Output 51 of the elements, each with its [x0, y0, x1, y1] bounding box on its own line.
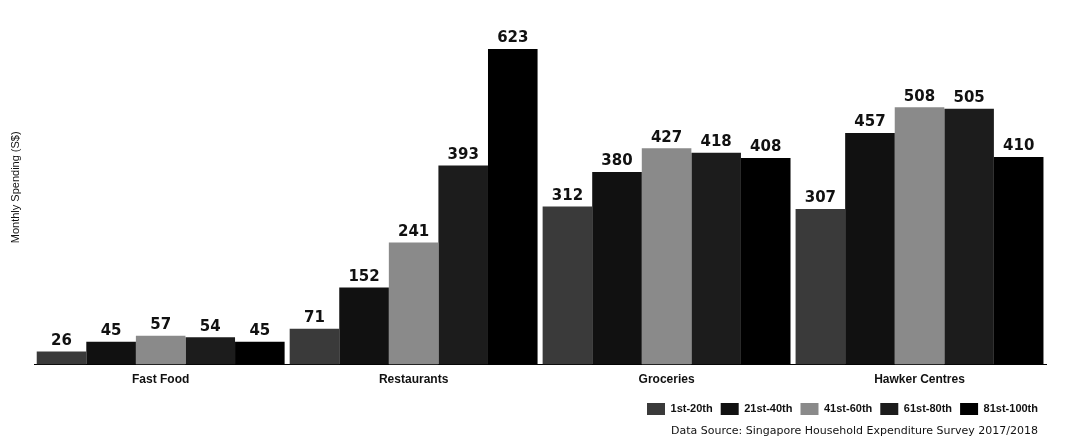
x-tick-label: Fast Food — [132, 372, 190, 387]
bar — [845, 133, 895, 365]
legend-label: 1st-20th — [670, 402, 713, 415]
data-label: 45 — [100, 321, 122, 340]
bar — [339, 287, 389, 365]
data-label: 380 — [601, 151, 633, 170]
data-label: 418 — [700, 132, 732, 151]
legend-label: 61st-80th — [903, 402, 953, 415]
bar — [894, 107, 945, 365]
data-label: 505 — [953, 88, 985, 107]
bar — [388, 242, 439, 365]
y-axis-title: Monthly Spending (S$) — [8, 131, 21, 244]
data-label: 410 — [1003, 136, 1035, 155]
bar — [691, 152, 741, 365]
bar — [36, 351, 87, 365]
data-label: 71 — [304, 308, 325, 327]
data-label: 241 — [397, 221, 430, 240]
legend-label: 41st-60th — [823, 402, 873, 415]
bar — [944, 108, 994, 365]
x-tick-label: Hawker Centres — [874, 372, 966, 387]
bar — [235, 341, 285, 365]
data-label: 26 — [51, 330, 72, 349]
bar — [542, 206, 593, 365]
legend-label: 21st-40th — [744, 402, 793, 415]
bar — [592, 172, 642, 365]
bar — [641, 148, 692, 365]
data-label: 45 — [249, 321, 271, 340]
data-label: 508 — [903, 86, 936, 105]
bar — [993, 156, 1044, 365]
data-label: 307 — [804, 188, 837, 207]
bar — [740, 157, 791, 365]
data-label: 57 — [150, 315, 172, 334]
bar — [185, 337, 236, 365]
bar — [438, 165, 488, 365]
data-label: 623 — [497, 28, 529, 47]
data-label: 312 — [551, 185, 584, 204]
data-label: 408 — [750, 137, 782, 156]
data-label: 427 — [650, 127, 683, 146]
bar — [86, 341, 136, 365]
data-label: 152 — [348, 266, 380, 285]
x-tick-label: Groceries — [638, 372, 695, 387]
bar — [135, 335, 186, 365]
data-label: 393 — [447, 144, 479, 163]
legend-label: 81st-100th — [983, 402, 1039, 415]
bar — [795, 209, 846, 365]
bar — [487, 49, 538, 365]
x-tick-label: Restaurants — [378, 372, 449, 387]
data-label: 457 — [854, 112, 886, 131]
source-note: Data Source: Singapore Household Expenditure Survey 2017/2018 — [671, 424, 1038, 437]
bar — [289, 328, 340, 365]
data-label: 54 — [199, 316, 221, 335]
